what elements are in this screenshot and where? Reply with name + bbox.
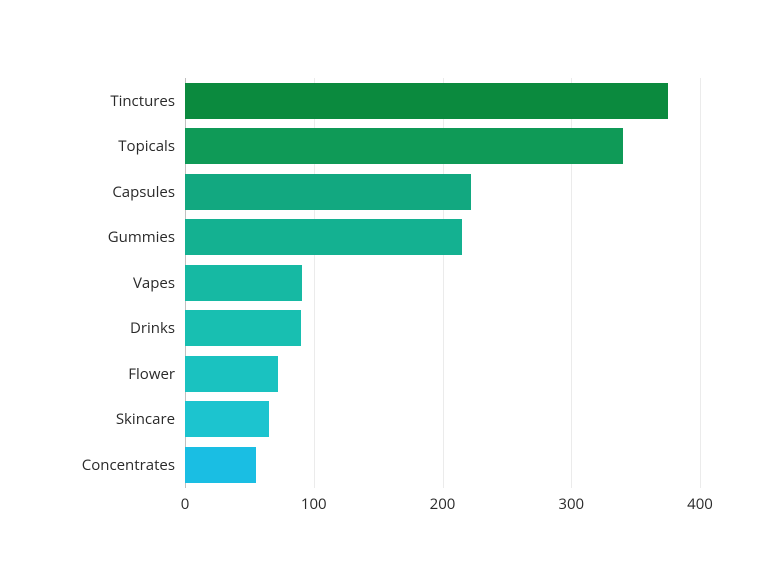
y-category-label: Tinctures xyxy=(65,83,175,119)
bar xyxy=(185,310,301,346)
x-tick-label: 0 xyxy=(160,494,210,514)
y-category-label: Vapes xyxy=(65,265,175,301)
x-tick-label: 300 xyxy=(546,494,596,514)
bar xyxy=(185,401,269,437)
x-tick-label: 100 xyxy=(289,494,339,514)
x-tick-label: 400 xyxy=(675,494,725,514)
bar xyxy=(185,128,623,164)
bar-chart: 0100200300400TincturesTopicalsCapsulesGu… xyxy=(70,78,700,518)
y-category-label: Concentrates xyxy=(65,447,175,483)
bar xyxy=(185,219,462,255)
y-category-label: Topicals xyxy=(65,128,175,164)
bar xyxy=(185,356,278,392)
gridline xyxy=(700,78,701,488)
y-category-label: Capsules xyxy=(65,174,175,210)
bar xyxy=(185,265,302,301)
y-category-label: Drinks xyxy=(65,310,175,346)
y-category-label: Gummies xyxy=(65,219,175,255)
bar xyxy=(185,174,471,210)
bar xyxy=(185,447,256,483)
bar xyxy=(185,83,668,119)
y-category-label: Flower xyxy=(65,356,175,392)
y-category-label: Skincare xyxy=(65,401,175,437)
x-tick-label: 200 xyxy=(418,494,468,514)
plot-area xyxy=(185,78,700,488)
